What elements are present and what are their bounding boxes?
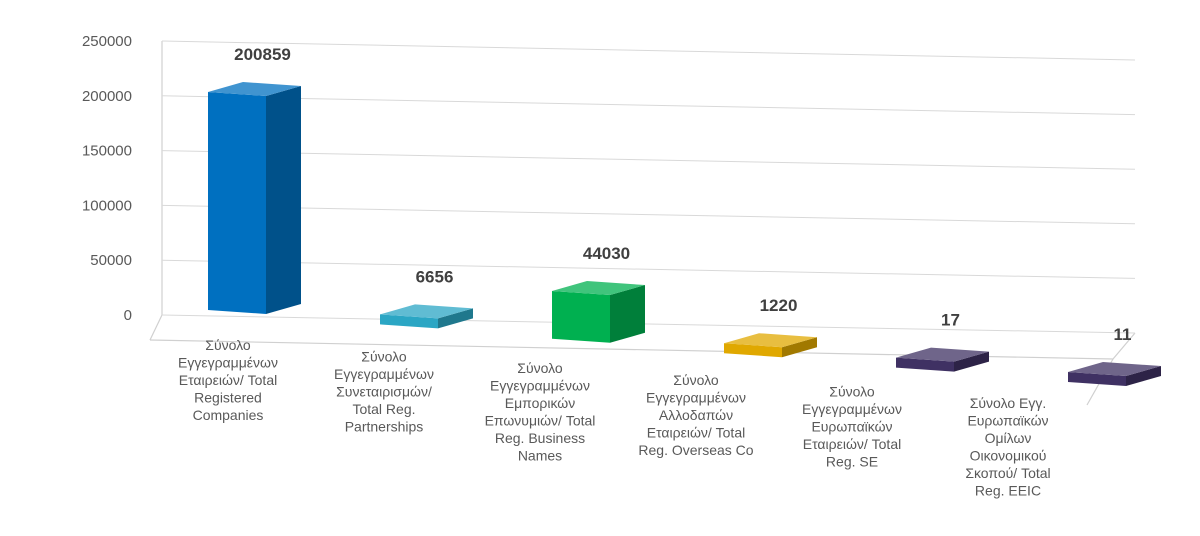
category-label-line: Συνεταιρισμών/ bbox=[336, 384, 432, 400]
bar bbox=[208, 82, 301, 314]
category-label-line: Εμπορικών bbox=[505, 395, 576, 411]
category-label-line: Οικονομικού bbox=[970, 448, 1047, 464]
bar bbox=[724, 333, 817, 358]
bar-top bbox=[380, 304, 473, 319]
bar-side bbox=[1126, 366, 1161, 386]
category-labels: Σύνολο Εγγεγραμμένων Εταιρειών/ Total Regis… bbox=[178, 337, 1051, 499]
gridline bbox=[161, 314, 1136, 334]
category-label-line: Companies bbox=[193, 407, 264, 423]
gridline bbox=[161, 259, 1136, 279]
y-axis-ticks: 0 50000 100000 150000 200000 250000 bbox=[82, 33, 132, 324]
bar bbox=[896, 347, 989, 372]
category-label-line: Reg. Business bbox=[495, 430, 585, 446]
bar-top bbox=[896, 347, 989, 362]
category-label-line: Εταιρειών/ Total bbox=[179, 372, 277, 388]
bar-side bbox=[438, 308, 473, 329]
category-label-line: Reg. SE bbox=[826, 453, 878, 469]
wall-left-edge bbox=[149, 41, 163, 341]
bar-top bbox=[208, 82, 301, 96]
gridline bbox=[161, 40, 1136, 61]
category-label-line: Εταιρειών/ Total bbox=[803, 436, 901, 452]
bar bbox=[552, 281, 645, 343]
y-tick-label: 50000 bbox=[90, 252, 132, 269]
category-label-line: Σύνολο bbox=[205, 337, 251, 353]
bar-side bbox=[610, 285, 645, 343]
data-label: 6656 bbox=[416, 267, 454, 286]
data-label: 1220 bbox=[760, 296, 798, 315]
category-label-line: Εγγεγραμμένων bbox=[490, 378, 590, 394]
bar-side bbox=[954, 351, 989, 372]
data-label: 11 bbox=[1114, 325, 1132, 344]
bar bbox=[380, 304, 473, 329]
bar-front bbox=[552, 291, 610, 343]
bar-front bbox=[208, 92, 266, 314]
bar-front bbox=[896, 357, 954, 372]
category-label-line: Αλλοδαπών bbox=[659, 407, 733, 423]
category-label-line: Ομίλων bbox=[985, 430, 1032, 446]
category-label: Σύνολο Εγγεγραμμένων Εμπορικών Επωνυμιών/ T… bbox=[485, 360, 596, 464]
category-label-line: Ευρωπαϊκών bbox=[811, 418, 892, 434]
bar bbox=[1068, 362, 1161, 386]
category-label-line: Σύνολο bbox=[361, 349, 407, 365]
bars bbox=[208, 82, 1161, 386]
category-label-line: Registered bbox=[194, 390, 262, 406]
bar-top bbox=[724, 333, 817, 348]
gridlines bbox=[149, 40, 1136, 406]
category-label-line: Εγγεγραμμένων bbox=[646, 389, 746, 405]
category-label-line: Εγγεγραμμένων bbox=[802, 401, 902, 417]
category-label: Σύνολο Εγγεγραμμένων Εταιρειών/ Total Regis… bbox=[178, 337, 278, 423]
gridline bbox=[161, 95, 1136, 116]
data-labels: 200859 6656 44030 1220 17 11 bbox=[234, 45, 1131, 344]
data-label: 17 bbox=[941, 311, 960, 330]
category-label: Σύνολο Εγγεγραμμένων Συνεταιρισμών/Total R… bbox=[334, 349, 434, 435]
y-tick-label: 150000 bbox=[82, 143, 132, 160]
category-label-line: Names bbox=[518, 448, 562, 464]
y-tick-label: 0 bbox=[124, 307, 132, 324]
gridline bbox=[161, 204, 1136, 225]
bar-top bbox=[552, 281, 645, 296]
category-label-line: Σκοπού/ Total bbox=[965, 465, 1050, 481]
bar-front bbox=[380, 314, 438, 329]
category-label-line: Σύνολο bbox=[673, 372, 719, 388]
y-tick-label: 200000 bbox=[82, 88, 132, 105]
category-label-line: Σύνολο bbox=[517, 360, 563, 376]
bar-top bbox=[1068, 362, 1161, 376]
y-tick-label: 250000 bbox=[82, 33, 132, 50]
category-label-line: Reg. EEIC bbox=[975, 483, 1041, 499]
gridline bbox=[161, 150, 1136, 170]
category-label-line: Εταιρειών/ Total bbox=[647, 424, 745, 440]
category-label-line: Σύνολο bbox=[829, 383, 875, 399]
bar-side bbox=[782, 337, 817, 358]
category-label-line: Σύνολο Εγγ. bbox=[970, 395, 1047, 411]
data-label: 44030 bbox=[583, 244, 630, 263]
category-label: Σύνολο Εγγεγραμμένων Ευρωπαϊκών Εταιρειών/ … bbox=[802, 383, 902, 469]
category-label-line: Επωνυμιών/ Total bbox=[485, 413, 596, 429]
category-label: Σύνολο Εγγ. Ευρωπαϊκών Ομίλων Οικονομικού Σκ… bbox=[965, 395, 1050, 499]
category-label-line: Reg. Overseas Co bbox=[638, 442, 753, 458]
bar-side bbox=[266, 86, 301, 314]
category-label-line: Ευρωπαϊκών bbox=[967, 413, 1048, 429]
category-label-line: Partnerships bbox=[345, 419, 424, 435]
category-label-line: Εγγεγραμμένων bbox=[334, 366, 434, 382]
category-label-line: Εγγεγραμμένων bbox=[178, 355, 278, 371]
category-label: Σύνολο Εγγεγραμμένων Αλλοδαπών Εταιρειών/ T… bbox=[638, 372, 753, 458]
y-tick-label: 100000 bbox=[82, 197, 132, 214]
category-label-line: Total Reg. bbox=[352, 401, 415, 417]
bar-front bbox=[724, 343, 782, 358]
data-label: 200859 bbox=[234, 45, 291, 64]
bar-front bbox=[1068, 372, 1126, 386]
